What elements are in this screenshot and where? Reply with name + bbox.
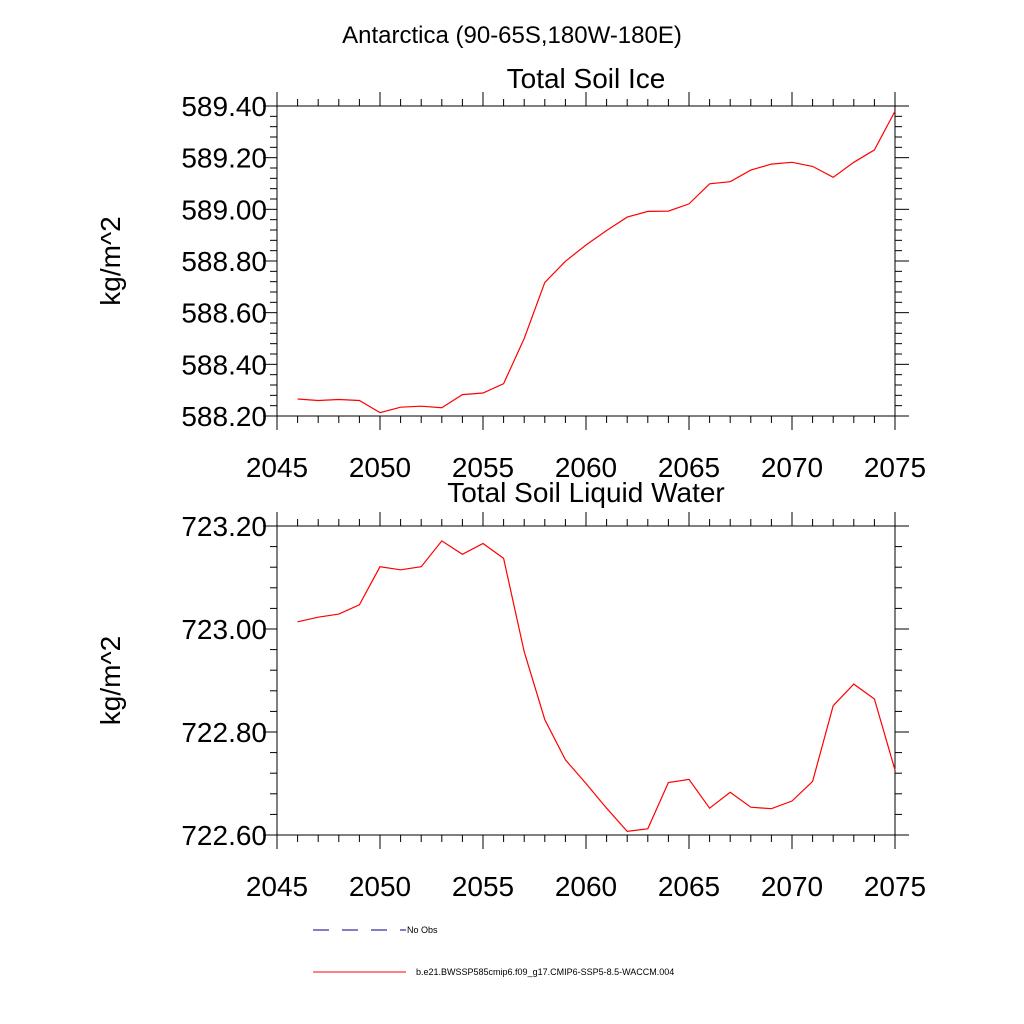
y-tick-label: 723.20 [181,511,267,542]
y-tick-label: 588.80 [181,246,267,277]
y-tick-label: 722.60 [181,820,267,851]
x-tick-label: 2075 [864,452,926,483]
y-tick-label: 589.40 [181,91,267,122]
x-tick-label: 2050 [349,452,411,483]
x-tick-label: 2055 [452,871,514,902]
y-tick-label: 588.60 [181,298,267,329]
x-tick-label: 2070 [761,452,823,483]
y-tick-label: 588.40 [181,349,267,380]
legend-label-model: b.e21.BWSSP585cmip6.f09_g17.CMIP6-SSP5-8… [416,967,674,977]
series-line [297,110,896,414]
region-title: Antarctica (90-65S,180W-180E) [342,22,682,49]
x-tick-label: 2070 [761,871,823,902]
series-line [297,540,896,833]
legend-label-no-obs: No Obs [407,925,438,935]
y-axis-label: kg/m^2 [95,216,126,305]
y-tick-label: 589.20 [181,143,267,174]
chart-title: Total Soil Liquid Water [447,477,725,508]
x-tick-label: 2065 [658,452,720,483]
chart-title: Total Soil Ice [507,63,666,94]
x-tick-label: 2050 [349,871,411,902]
y-tick-label: 589.00 [181,194,267,225]
plot-frame [276,525,896,836]
x-tick-label: 2055 [452,452,514,483]
y-tick-label: 722.80 [181,717,267,748]
x-tick-label: 2060 [555,871,617,902]
x-tick-label: 2075 [864,871,926,902]
chart-total-soil-liquid-water: Total Soil Liquid Water kg/m^2 2045 2050 205… [95,477,926,902]
y-tick-label: 588.20 [181,401,267,432]
legend: No Obs b.e21.BWSSP585cmip6.f09_g17.CMIP6… [313,925,674,977]
x-tick-label: 2060 [555,452,617,483]
chart-total-soil-ice: Total Soil Ice kg/m^2 2045 2050 2055 2060 2065… [95,63,926,483]
y-tick-label: 723.00 [181,614,267,645]
x-tick-label: 2045 [246,871,308,902]
x-tick-label: 2065 [658,871,720,902]
y-axis-label: kg/m^2 [95,636,126,725]
plot-frame [276,105,896,417]
x-tick-label: 2045 [246,452,308,483]
